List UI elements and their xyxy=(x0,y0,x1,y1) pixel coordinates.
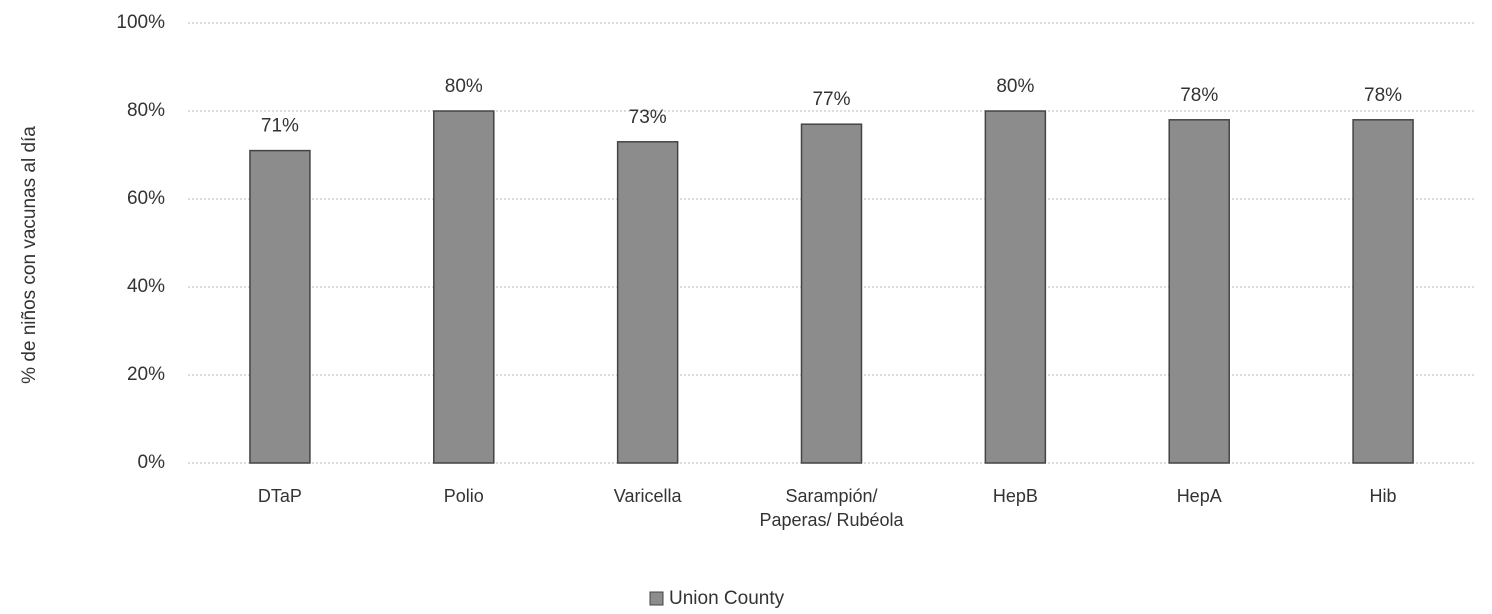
bar xyxy=(433,110,495,464)
bar xyxy=(984,110,1047,464)
value-label: 78% xyxy=(1180,85,1218,106)
bar xyxy=(1168,119,1230,464)
x-tick-label: Polio xyxy=(443,486,484,506)
x-tick-label: Hib xyxy=(1369,486,1397,506)
bar xyxy=(1352,119,1414,464)
y-tick-label: 40% xyxy=(127,276,165,297)
x-tick-label: HepA xyxy=(1176,486,1222,506)
value-label: 80% xyxy=(996,76,1034,97)
y-tick-label: 0% xyxy=(138,452,166,473)
y-tick-label: 80% xyxy=(127,100,165,121)
x-tick-label: Sarampión/ Paperas/ Rubéola xyxy=(759,486,904,530)
legend-label: Union County xyxy=(669,588,785,609)
bar xyxy=(800,123,863,464)
x-tick-label: DTaP xyxy=(257,486,302,506)
y-axis-title: % de niños con vacunas al día xyxy=(19,126,40,384)
value-label: 80% xyxy=(445,76,483,97)
value-label: 71% xyxy=(261,116,299,137)
bar xyxy=(249,149,311,464)
value-label: 73% xyxy=(629,107,667,128)
x-tick-label: HepB xyxy=(992,486,1038,506)
value-label: 78% xyxy=(1364,85,1402,106)
y-tick-label: 60% xyxy=(127,188,165,209)
y-tick-label: 20% xyxy=(127,364,165,385)
bar xyxy=(616,141,679,464)
y-tick-label: 100% xyxy=(116,12,165,33)
value-label: 77% xyxy=(812,89,850,110)
x-tick-label: Varicella xyxy=(613,486,682,506)
legend-swatch xyxy=(649,591,664,606)
